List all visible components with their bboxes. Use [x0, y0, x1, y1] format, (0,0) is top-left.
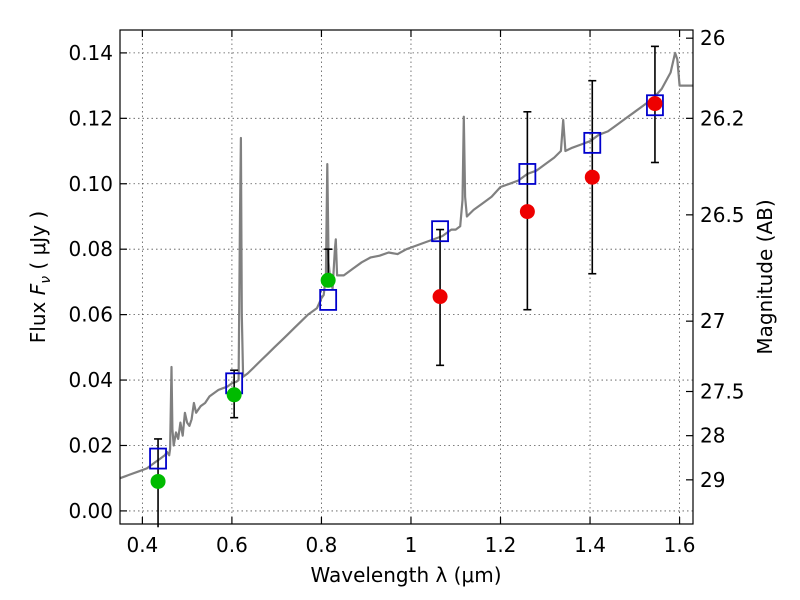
y2-tick-label: 27	[700, 309, 725, 333]
model-flux-square	[431, 220, 449, 243]
y-tick-label: 0.06	[68, 303, 113, 327]
observed-flux-point	[647, 96, 663, 112]
y-axis-label-subscript: ν	[38, 276, 54, 284]
x-tick-label: 1.4	[574, 533, 606, 557]
x-tick-label: 1.2	[485, 533, 517, 557]
observed-flux-point	[519, 204, 535, 220]
model-flux-square	[518, 163, 537, 185]
y-tick-label: 0.00	[68, 499, 113, 523]
y-tick-label: 0.02	[68, 433, 113, 457]
observed-flux-point	[150, 473, 166, 489]
y-axis-label-prefix: Flux	[26, 295, 50, 343]
x-tick-label: 1.6	[664, 533, 696, 557]
marker-layer	[149, 94, 664, 489]
y2-tick-label: 29	[700, 468, 725, 492]
observed-flux-point	[584, 169, 600, 185]
x-tick-label: 0.6	[216, 533, 248, 557]
y-tick-label: 0.12	[68, 106, 113, 130]
x-tick-label: 0.8	[306, 533, 338, 557]
model-flux-square	[319, 289, 338, 311]
observed-flux-point	[226, 387, 242, 403]
y2-tick-label: 27.5	[700, 380, 745, 404]
grid	[120, 30, 693, 524]
x-tick-label: 0.4	[126, 533, 158, 557]
y-tick-label: 0.14	[68, 41, 113, 65]
observed-flux-point	[320, 272, 336, 288]
y2-tick-label: 26	[700, 26, 725, 50]
model-flux-square	[646, 94, 664, 117]
plot-frame	[119, 29, 694, 525]
y-tick-label: 0.08	[68, 237, 113, 261]
y-tick-label: 0.04	[68, 368, 113, 392]
x-tick-label: 1	[405, 533, 418, 557]
y2-tick-label: 26.5	[700, 203, 745, 227]
model-flux-square	[149, 447, 167, 470]
y2-tick-label: 28	[700, 424, 725, 448]
ticks: 0.4 0.6 0.8 1 1.2 1.4 1.6 0.00 0.02 0.04 0.06 0.08 0…	[68, 26, 744, 557]
y-axis-label-unit: ( μJy )	[26, 211, 50, 276]
y-axis-label: Flux Fν ( μJy )	[26, 211, 54, 343]
y2-tick-label: 26.2	[700, 106, 745, 130]
x-axis-label: Wavelength λ (μm)	[310, 563, 501, 587]
observed-flux-point	[432, 289, 448, 305]
model-flux-square	[583, 131, 602, 154]
y-axis-label-symbol: F	[26, 283, 50, 295]
y2-axis-label: Magnitude (AB)	[753, 199, 777, 354]
y-tick-label: 0.10	[68, 172, 113, 196]
